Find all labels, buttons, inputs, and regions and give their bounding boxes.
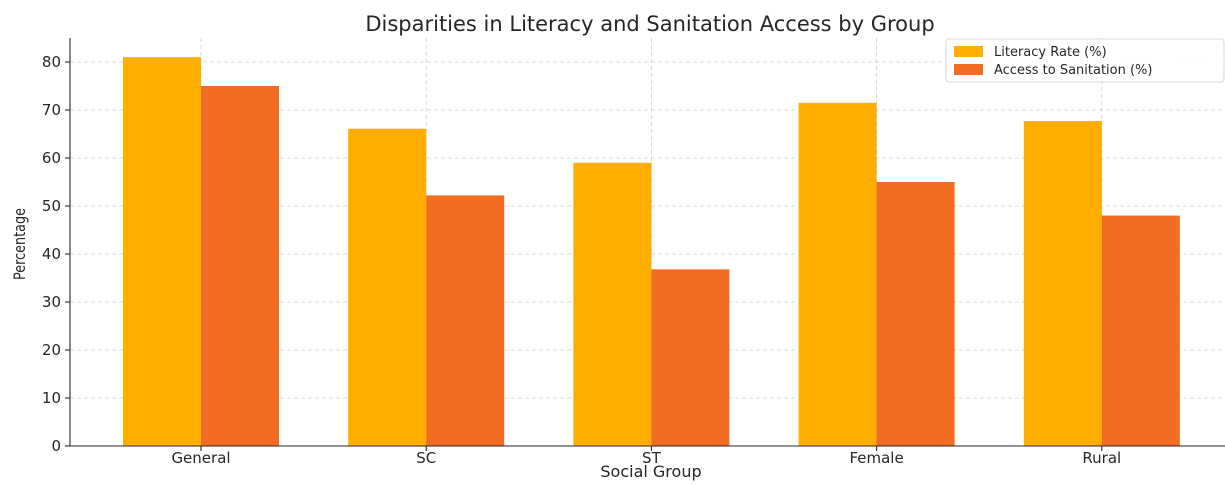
y-tick-label: 30 bbox=[42, 293, 61, 311]
bar-sanitation-general bbox=[201, 86, 279, 446]
bar-literacy-general bbox=[123, 57, 201, 446]
y-axis-label: Percentage bbox=[12, 208, 30, 280]
x-tick-label: Rural bbox=[1082, 449, 1121, 467]
y-tick-label: 60 bbox=[42, 149, 61, 167]
x-tick-label: General bbox=[171, 449, 230, 467]
x-axis-label: Social Group bbox=[600, 462, 701, 481]
y-tick-label: 20 bbox=[42, 341, 61, 359]
bar-literacy-st bbox=[573, 162, 652, 447]
bar-sanitation-rural bbox=[1101, 215, 1180, 446]
legend-label: Literacy Rate (%) bbox=[994, 45, 1107, 60]
chart-title: Disparities in Literacy and Sanitation A… bbox=[365, 12, 934, 36]
bar-sanitation-female bbox=[876, 182, 955, 446]
bar-literacy-sc bbox=[348, 128, 427, 446]
y-tick-label: 70 bbox=[42, 101, 61, 119]
x-tick-label: Female bbox=[849, 449, 903, 467]
x-tick-label: SC bbox=[416, 449, 436, 467]
x-tick-label: ST bbox=[642, 449, 662, 467]
legend-swatch bbox=[954, 46, 983, 57]
bar-sanitation-sc bbox=[426, 195, 505, 446]
bars bbox=[123, 57, 1180, 447]
legend-box bbox=[945, 38, 1225, 83]
legend-swatch bbox=[954, 64, 983, 75]
y-tick-label: 50 bbox=[42, 197, 61, 215]
bar-sanitation-st bbox=[651, 269, 730, 446]
y-tick-label: 0 bbox=[51, 437, 61, 455]
y-tick-label: 40 bbox=[42, 245, 61, 263]
y-tick-label: 10 bbox=[42, 389, 61, 407]
legend: Literacy Rate (%) Access to Sanitation (%… bbox=[945, 38, 1225, 83]
axes: 0 10 20 30 40 50 60 70 80 General SC ST Female Rural bbox=[42, 38, 1225, 467]
legend-label: Access to Sanitation (%) bbox=[994, 63, 1152, 78]
y-tick-label: 80 bbox=[42, 53, 61, 71]
bar-literacy-rural bbox=[1023, 121, 1102, 446]
bar-literacy-female bbox=[798, 102, 877, 447]
